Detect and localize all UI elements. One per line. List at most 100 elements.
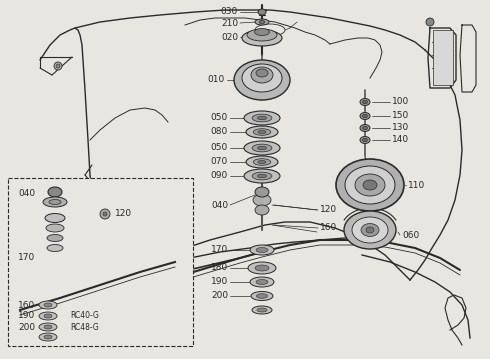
Ellipse shape	[363, 126, 368, 130]
Ellipse shape	[246, 156, 278, 168]
Text: RC40-G: RC40-G	[70, 312, 99, 321]
Ellipse shape	[253, 129, 271, 135]
Text: RC48-G: RC48-G	[70, 322, 99, 331]
Ellipse shape	[255, 19, 269, 25]
Circle shape	[103, 212, 107, 216]
Ellipse shape	[258, 174, 267, 178]
Ellipse shape	[361, 224, 379, 237]
Bar	[8, 178, 193, 346]
Ellipse shape	[46, 224, 64, 232]
Ellipse shape	[256, 69, 268, 77]
Text: 080: 080	[211, 127, 228, 136]
Ellipse shape	[258, 160, 266, 163]
Text: 120: 120	[115, 210, 132, 219]
Ellipse shape	[244, 141, 280, 155]
Ellipse shape	[45, 214, 65, 223]
Text: 050: 050	[211, 113, 228, 122]
Text: 020: 020	[221, 33, 238, 42]
Ellipse shape	[255, 205, 269, 215]
Circle shape	[56, 64, 60, 68]
Circle shape	[100, 209, 110, 219]
Ellipse shape	[44, 303, 52, 307]
Ellipse shape	[39, 333, 57, 341]
Ellipse shape	[251, 292, 273, 300]
Ellipse shape	[258, 131, 266, 134]
Ellipse shape	[366, 227, 374, 233]
Ellipse shape	[258, 9, 266, 15]
Ellipse shape	[242, 64, 282, 92]
Ellipse shape	[250, 245, 274, 255]
Text: 010: 010	[208, 75, 225, 84]
Ellipse shape	[48, 187, 62, 197]
Text: 070: 070	[211, 158, 228, 167]
Text: 180: 180	[211, 264, 228, 272]
Circle shape	[426, 18, 434, 26]
Ellipse shape	[258, 146, 267, 150]
Ellipse shape	[39, 312, 57, 320]
Ellipse shape	[255, 187, 269, 197]
Ellipse shape	[251, 67, 273, 83]
Ellipse shape	[44, 335, 52, 339]
Ellipse shape	[352, 217, 388, 243]
Ellipse shape	[252, 306, 272, 314]
Ellipse shape	[255, 265, 269, 271]
Ellipse shape	[248, 262, 276, 274]
Ellipse shape	[257, 308, 267, 312]
Ellipse shape	[244, 169, 280, 183]
Ellipse shape	[39, 323, 57, 331]
Ellipse shape	[360, 125, 370, 131]
Text: 200: 200	[211, 292, 228, 300]
Ellipse shape	[244, 111, 280, 125]
Text: 100: 100	[392, 98, 409, 107]
Ellipse shape	[363, 180, 377, 190]
Ellipse shape	[246, 126, 278, 138]
Ellipse shape	[360, 112, 370, 120]
Ellipse shape	[49, 200, 61, 205]
Ellipse shape	[252, 172, 272, 180]
Text: 170: 170	[18, 253, 35, 262]
Ellipse shape	[253, 194, 271, 206]
Ellipse shape	[345, 166, 395, 204]
Ellipse shape	[363, 138, 368, 142]
Text: 210: 210	[221, 19, 238, 28]
Ellipse shape	[254, 28, 270, 36]
Ellipse shape	[47, 234, 63, 242]
Text: 190: 190	[211, 278, 228, 286]
Ellipse shape	[255, 24, 285, 36]
Ellipse shape	[44, 325, 52, 329]
Text: 160: 160	[18, 300, 35, 309]
Ellipse shape	[360, 98, 370, 106]
Ellipse shape	[336, 159, 404, 211]
Ellipse shape	[247, 29, 277, 41]
Ellipse shape	[47, 244, 63, 252]
Text: 190: 190	[18, 312, 35, 321]
Ellipse shape	[256, 247, 268, 252]
Text: 150: 150	[392, 112, 409, 121]
Text: 040: 040	[18, 188, 35, 197]
Bar	[433, 30, 453, 85]
Text: 060: 060	[402, 230, 419, 239]
Ellipse shape	[355, 174, 385, 196]
Ellipse shape	[39, 301, 57, 309]
Ellipse shape	[258, 116, 267, 120]
Text: 040: 040	[211, 200, 228, 210]
Ellipse shape	[234, 60, 290, 100]
Ellipse shape	[252, 114, 272, 122]
Text: 090: 090	[211, 172, 228, 181]
Ellipse shape	[43, 197, 67, 207]
Ellipse shape	[363, 100, 368, 104]
Ellipse shape	[259, 20, 265, 23]
Ellipse shape	[44, 314, 52, 318]
Text: 130: 130	[392, 123, 409, 132]
Ellipse shape	[256, 294, 268, 298]
Text: 030: 030	[221, 8, 238, 17]
Ellipse shape	[253, 159, 271, 165]
Ellipse shape	[256, 280, 268, 284]
Text: 170: 170	[211, 246, 228, 255]
Text: 050: 050	[211, 144, 228, 153]
Text: 160: 160	[320, 224, 337, 233]
Ellipse shape	[252, 144, 272, 152]
Ellipse shape	[360, 136, 370, 144]
Ellipse shape	[363, 114, 368, 118]
Ellipse shape	[344, 211, 396, 249]
